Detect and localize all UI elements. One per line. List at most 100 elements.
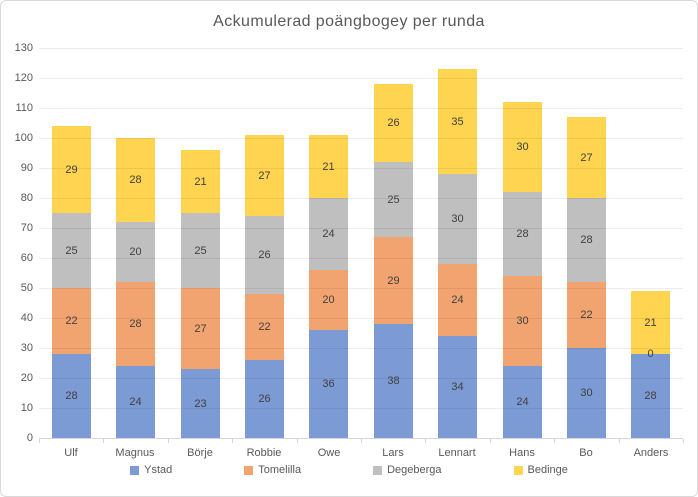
- y-axis-tick-label: 100: [14, 132, 33, 144]
- chart-legend: Ystad Tomelilla Degeberga Bedinge: [1, 464, 697, 476]
- legend-swatch-icon: [130, 465, 140, 475]
- x-axis-tick: [361, 439, 362, 443]
- data-label: 28: [580, 234, 593, 246]
- y-axis-tick-label: 0: [26, 432, 33, 444]
- data-label: 27: [580, 152, 593, 164]
- data-label: 20: [129, 246, 142, 258]
- data-label: 28: [516, 228, 529, 240]
- legend-swatch-icon: [373, 465, 383, 475]
- gridline: [39, 78, 683, 79]
- legend-label: Degeberga: [387, 464, 442, 476]
- data-label: 24: [129, 396, 142, 408]
- data-label: 0: [647, 348, 654, 360]
- y-axis-tick-label: 80: [20, 192, 33, 204]
- data-label: 25: [194, 245, 207, 257]
- bar-segment-bedinge: [181, 150, 220, 213]
- bar-segment-ystad: [567, 348, 606, 438]
- bar-segment-ystad: [631, 354, 670, 438]
- x-axis-line: [39, 438, 683, 439]
- data-label: 27: [194, 323, 207, 335]
- data-label: 22: [580, 309, 593, 321]
- bar-segment-ystad: [245, 360, 284, 438]
- legend-label: Tomelilla: [258, 464, 302, 476]
- x-axis-category-label: Lennart: [438, 447, 476, 459]
- data-label: 26: [258, 249, 271, 261]
- gridline: [39, 108, 683, 109]
- bar-segment-degeberga: [503, 192, 542, 276]
- y-axis-tick-label: 70: [20, 222, 33, 234]
- legend-item-degeberga: Degeberga: [373, 464, 442, 476]
- gridline: [39, 48, 683, 49]
- x-axis-tick: [554, 439, 555, 443]
- x-axis-tick: [683, 439, 684, 443]
- gridline: [39, 258, 683, 259]
- x-axis-category-label: Lars: [382, 447, 404, 459]
- gridline: [39, 378, 683, 379]
- legend-item-tomelilla: Tomelilla: [244, 464, 301, 476]
- chart-title: Ackumulerad poängbogey per runda: [213, 13, 485, 30]
- bar-segment-tomelilla: [181, 288, 220, 369]
- bar-segment-tomelilla: [374, 237, 413, 324]
- bar-segment-degeberga: [567, 198, 606, 282]
- x-axis-tick: [425, 439, 426, 443]
- bar-segment-ystad: [52, 354, 91, 438]
- bar-segment-bedinge: [245, 135, 284, 216]
- x-axis-category-label: Hans: [509, 447, 535, 459]
- data-label: 29: [65, 164, 78, 176]
- data-label: 21: [644, 317, 657, 329]
- data-label: 23: [194, 398, 207, 410]
- x-axis-category-label: Robbie: [246, 447, 282, 459]
- bar-segment-tomelilla: [116, 282, 155, 366]
- gridline: [39, 138, 683, 139]
- gridline: [39, 198, 683, 199]
- data-label: 28: [129, 174, 142, 186]
- data-label: 30: [516, 141, 529, 153]
- gridline: [39, 348, 683, 349]
- x-axis-category-label: Anders: [633, 447, 669, 459]
- bar-segment-bedinge: [309, 135, 348, 198]
- data-label: 27: [258, 170, 271, 182]
- bar-segment-tomelilla: [309, 270, 348, 330]
- bar-segment-bedinge: [631, 291, 670, 354]
- legend-item-bedinge: Bedinge: [513, 464, 568, 476]
- bar-segment-tomelilla: [245, 294, 284, 360]
- y-axis-tick-label: 10: [20, 402, 33, 414]
- data-label: 26: [258, 393, 271, 405]
- legend-label: Ystad: [144, 464, 173, 476]
- bar-segment-ystad: [438, 336, 477, 438]
- bar-segment-bedinge: [374, 84, 413, 162]
- data-label: 28: [644, 390, 657, 402]
- gridline: [39, 228, 683, 229]
- bar-segment-degeberga: [245, 216, 284, 294]
- legend-swatch-icon: [513, 465, 523, 475]
- data-label: 28: [129, 318, 142, 330]
- data-label: 34: [451, 381, 464, 393]
- x-axis-tick: [490, 439, 491, 443]
- bar-segment-tomelilla: [567, 282, 606, 348]
- data-label: 25: [65, 245, 78, 257]
- data-label: 20: [322, 294, 335, 306]
- x-axis-tick: [297, 439, 298, 443]
- bar-segment-bedinge: [503, 102, 542, 192]
- bar-segment-ystad: [116, 366, 155, 438]
- data-label: 25: [387, 194, 400, 206]
- x-axis-tick: [619, 439, 620, 443]
- bar-segment-tomelilla: [52, 288, 91, 354]
- bar-segment-ystad: [503, 366, 542, 438]
- x-axis-tick: [168, 439, 169, 443]
- bar-segment-tomelilla: [438, 264, 477, 336]
- gridline: [39, 318, 683, 319]
- bar-segment-tomelilla: [503, 276, 542, 366]
- x-axis-category-label: Magnus: [115, 447, 155, 459]
- data-label: 24: [322, 228, 335, 240]
- legend-swatch-icon: [244, 465, 254, 475]
- y-axis-tick-label: 20: [20, 372, 33, 384]
- data-label: 22: [65, 315, 78, 327]
- data-label: 36: [322, 378, 335, 390]
- bar-segment-degeberga: [181, 213, 220, 288]
- bar-segment-bedinge: [567, 117, 606, 198]
- bar-segment-bedinge: [438, 69, 477, 174]
- bar-segment-degeberga: [116, 222, 155, 282]
- legend-label: Bedinge: [527, 464, 568, 476]
- y-axis-tick-label: 120: [14, 72, 33, 84]
